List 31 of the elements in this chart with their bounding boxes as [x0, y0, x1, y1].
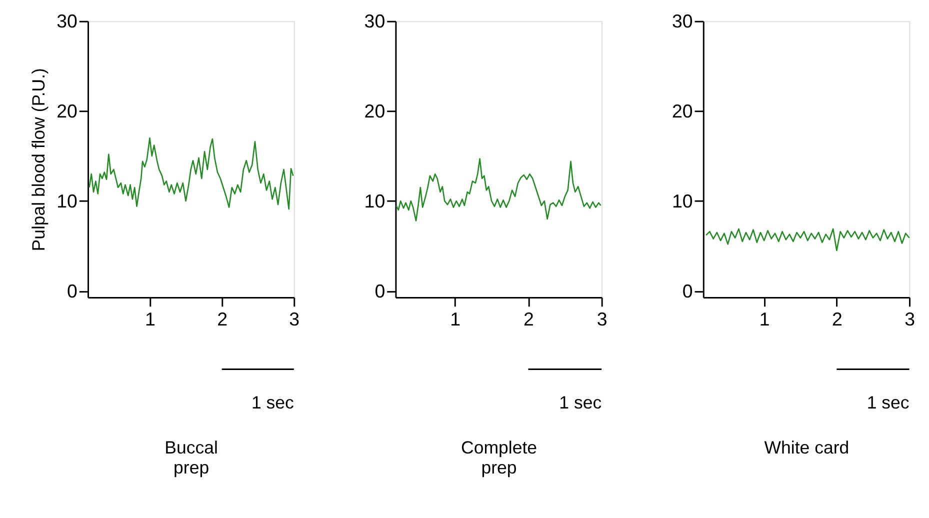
- text: 1 sec: [866, 392, 910, 413]
- y-tick-label: 30: [56, 10, 78, 32]
- x-tick-label: 2: [832, 308, 842, 330]
- y-tick-label: 10: [364, 190, 386, 212]
- x-tick-label: 2: [217, 308, 228, 330]
- x-axis-title: Complete prep: [461, 438, 538, 478]
- y-tick-label: 0: [682, 280, 693, 302]
- y-tick-label: 30: [364, 10, 386, 32]
- x-tick-label: 3: [596, 308, 608, 330]
- y-tick-label: 0: [66, 280, 78, 302]
- x-tick-label: 1: [450, 308, 461, 330]
- y-tick-label: 10: [672, 190, 693, 212]
- x-tick-label: 3: [904, 308, 915, 330]
- x-tick-label: 1: [145, 308, 156, 330]
- x-tick-label: 3: [289, 308, 300, 330]
- x-axis-title: Buccal prep: [164, 438, 218, 478]
- y-tick-label: 0: [374, 280, 386, 302]
- y-tick-label: 20: [364, 100, 386, 122]
- y-axis-title: Pulpal blood flow (P.U.): [28, 68, 49, 252]
- line-series: [88, 137, 294, 210]
- text: 1 sec: [559, 392, 602, 413]
- text: 1 sec: [251, 392, 294, 413]
- y-tick-label: 20: [672, 100, 693, 122]
- x-tick-label: 1: [759, 308, 770, 330]
- x-tick-label: 2: [524, 308, 534, 330]
- x-axis-title: White card: [764, 438, 850, 458]
- line-series: [705, 228, 910, 252]
- line-series: [396, 158, 602, 222]
- y-tick-label: 10: [56, 190, 78, 212]
- y-tick-label: 20: [56, 100, 78, 122]
- y-tick-label: 30: [672, 10, 693, 32]
